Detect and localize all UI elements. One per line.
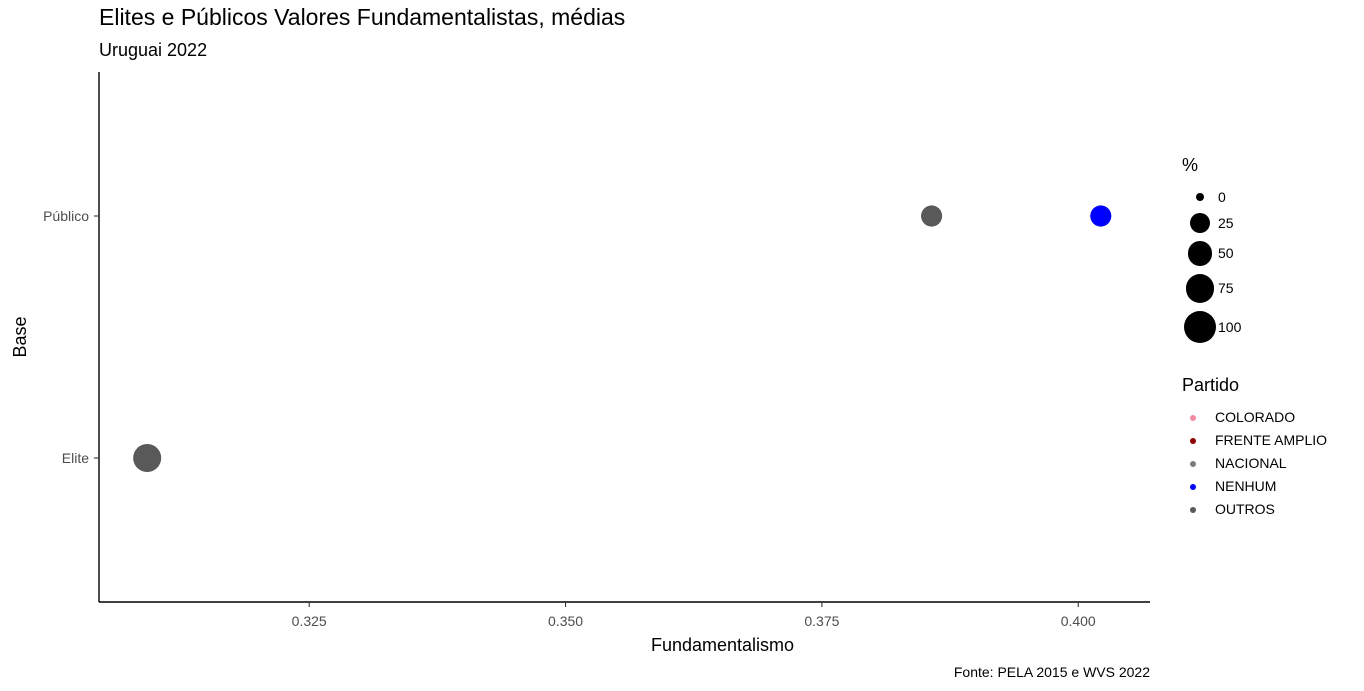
- color-legend-item: FRENTE AMPLIO: [1182, 429, 1362, 453]
- color-legend-item: COLORADO: [1182, 406, 1362, 430]
- size-legend-key: [1184, 310, 1216, 343]
- data-point: [133, 443, 162, 473]
- size-legend-key: [1185, 273, 1215, 303]
- size-legend-key: [1196, 193, 1204, 201]
- color-legend-label: NENHUM: [1215, 478, 1277, 494]
- size-legend: % 0 25 50 75 100: [1182, 155, 1241, 343]
- size-legend-label: 100: [1218, 318, 1242, 335]
- x-tick-label: 0.400: [1061, 613, 1096, 629]
- size-legend-item: 75: [1182, 270, 1362, 307]
- color-legend-label: NACIONAL: [1215, 455, 1287, 471]
- size-legend-label: 0: [1218, 189, 1226, 205]
- size-legend-key: [1190, 213, 1210, 233]
- chart-title: Elites e Públicos Valores Fundamentalist…: [99, 4, 626, 30]
- size-legend-label: 25: [1218, 215, 1234, 231]
- color-legend-key: [1190, 415, 1196, 421]
- size-legend-item: 25: [1182, 209, 1362, 237]
- size-legend-title: %: [1182, 155, 1199, 175]
- size-legend-item: 100: [1182, 307, 1362, 347]
- color-legend-key: [1190, 507, 1196, 513]
- color-legend-title: Partido: [1182, 375, 1240, 395]
- color-legend-label: COLORADO: [1215, 409, 1296, 425]
- color-legend-label: OUTROS: [1215, 501, 1275, 517]
- x-tick-label: 0.375: [804, 613, 839, 629]
- color-legend-key: [1190, 438, 1196, 444]
- color-legend-key: [1190, 461, 1196, 467]
- size-legend-key: [1187, 241, 1213, 266]
- color-legend-label: FRENTE AMPLIO: [1215, 432, 1328, 448]
- size-legend-label: 75: [1218, 280, 1234, 297]
- data-point: [921, 205, 943, 227]
- x-axis-title: Fundamentalismo: [651, 635, 794, 655]
- color-legend-item: NACIONAL: [1182, 452, 1362, 476]
- y-tick-label: Elite: [62, 450, 89, 466]
- size-legend-item: 50: [1182, 237, 1362, 270]
- x-tick-label: 0.325: [292, 613, 327, 629]
- chart-subtitle: Uruguai 2022: [99, 40, 208, 60]
- color-legend-item: OUTROS: [1182, 498, 1362, 522]
- y-tick-label: Público: [43, 208, 89, 224]
- y-axis-title: Base: [10, 316, 30, 357]
- size-legend-label: 50: [1218, 245, 1234, 262]
- color-legend-item: NENHUM: [1182, 475, 1362, 499]
- color-legend-key: [1190, 484, 1196, 490]
- data-point: [1090, 205, 1112, 227]
- size-legend-item: 0: [1182, 185, 1362, 209]
- x-tick-label: 0.350: [548, 613, 583, 629]
- chart-caption: Fonte: PELA 2015 e WVS 2022: [953, 664, 1150, 680]
- color-legend: Partido COLORADO FRENTE AMPLIO NACIONAL NEN…: [1182, 375, 1327, 517]
